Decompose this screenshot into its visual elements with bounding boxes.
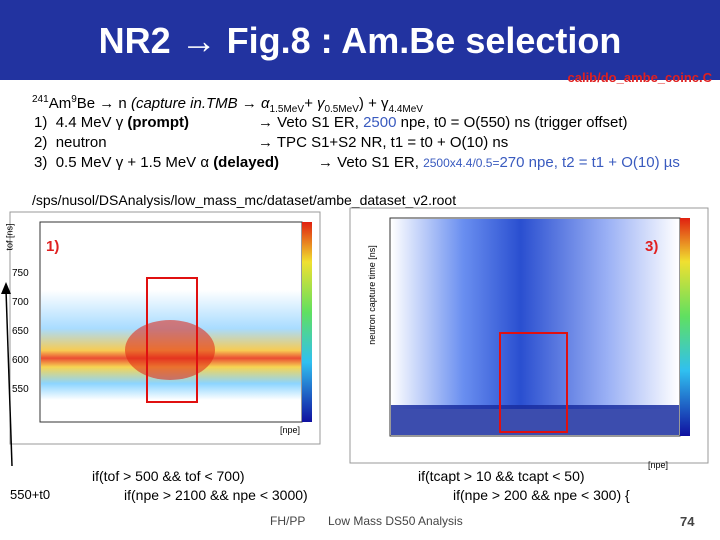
caption: if(npe > 2100 && npe < 3000): [124, 487, 308, 503]
y-tick-label: 650: [12, 326, 29, 337]
text: (prompt): [127, 114, 190, 131]
plot-label: 3): [645, 238, 659, 255]
subscript: 4.4MeV: [388, 104, 423, 115]
mass-number: 241: [32, 94, 49, 105]
text: 0.5 MeV γ + 1.5 MeV α: [55, 154, 210, 171]
num: 3): [34, 154, 48, 171]
num: 2): [34, 134, 48, 151]
text: → TPC S1+S2 NR, t1 = t0 + O(10) ns: [258, 134, 509, 151]
y-tick-label: 600: [12, 355, 29, 366]
text: neutron: [55, 134, 107, 151]
colorbar: [302, 222, 312, 422]
heatmap: [125, 320, 215, 380]
reaction-line: 241Am9Be → n (capture in.TMB → α1.5MeV+ …: [32, 94, 423, 115]
text: Am: [48, 95, 72, 112]
subscript: 0.5MeV: [324, 104, 359, 115]
page-number: 74: [680, 514, 695, 529]
step: → TPC S1+S2 NR, t1 = t0 + O(10) ns: [258, 134, 508, 151]
y-tick-label: 550: [12, 384, 29, 395]
text: + γ: [304, 95, 325, 112]
y-axis-label: tof [ns]: [4, 223, 15, 251]
text: → Veto S1 ER,: [318, 154, 424, 171]
subscript: 1.5MeV: [269, 104, 305, 115]
x-axis-label: [npe]: [648, 460, 669, 470]
mass-number: 9: [71, 94, 77, 105]
text: ) + γ: [358, 95, 389, 112]
text: 4.4 MeV γ: [55, 114, 124, 131]
footer-center: Low Mass DS50 Analysis: [328, 514, 463, 528]
step: 2) neutron: [34, 134, 107, 151]
text: (capture in.TMB → α: [130, 95, 270, 112]
text: (delayed): [213, 154, 280, 171]
y-tick-label: 700: [12, 297, 29, 308]
caption: if(tof > 500 && tof < 700): [92, 468, 245, 484]
file-path: /sps/nusol/DSAnalysis/low_mass_mc/datase…: [32, 192, 457, 208]
text: 2500x4.4/0.5=: [423, 156, 500, 170]
file-name: calib/do_ambe_coinc.C: [567, 70, 713, 85]
selection-box: [499, 332, 568, 433]
step: → Veto S1 ER, 2500x4.4/0.5=270 npe, t2 =…: [318, 154, 680, 171]
text: 2500: [363, 114, 397, 131]
step: 1) 4.4 MeV γ (prompt): [34, 114, 189, 131]
colorbar: [680, 218, 690, 436]
y-axis-label: neutron capture time [ns]: [366, 245, 377, 345]
footer-left: FH/PP: [270, 514, 306, 528]
plot-label: 1): [46, 238, 60, 255]
text: → Veto S1 ER,: [258, 114, 364, 131]
arrowhead: [1, 282, 11, 294]
x-axis-label: [npe]: [280, 425, 301, 435]
annotation: 550+t0: [10, 487, 51, 502]
left-plot: [9, 211, 321, 445]
selection-box: [146, 277, 198, 403]
caption: if(tcapt > 10 && tcapt < 50): [418, 468, 585, 484]
text: npe, t0 = O(550) ns (trigger offset): [396, 114, 628, 131]
y-tick-label: 750: [12, 268, 29, 279]
step: → Veto S1 ER, 2500 npe, t0 = O(550) ns (…: [258, 114, 628, 131]
slide-title: NR2 → Fig.8 : Am.Be selection: [98, 20, 622, 61]
num: 1): [34, 114, 48, 131]
title-bar: [0, 0, 720, 80]
text: Be → n: [76, 95, 131, 112]
step: 3) 0.5 MeV γ + 1.5 MeV α (delayed): [34, 154, 279, 171]
text: 270: [499, 154, 525, 171]
heatmap: [391, 219, 679, 409]
caption: if(npe > 200 && npe < 300) {: [453, 487, 630, 503]
arrow: [5, 289, 13, 467]
text: npe, t2 = t1 + O(10) µs: [524, 154, 680, 171]
right-plot: [349, 207, 709, 464]
heatmap: [391, 405, 679, 435]
